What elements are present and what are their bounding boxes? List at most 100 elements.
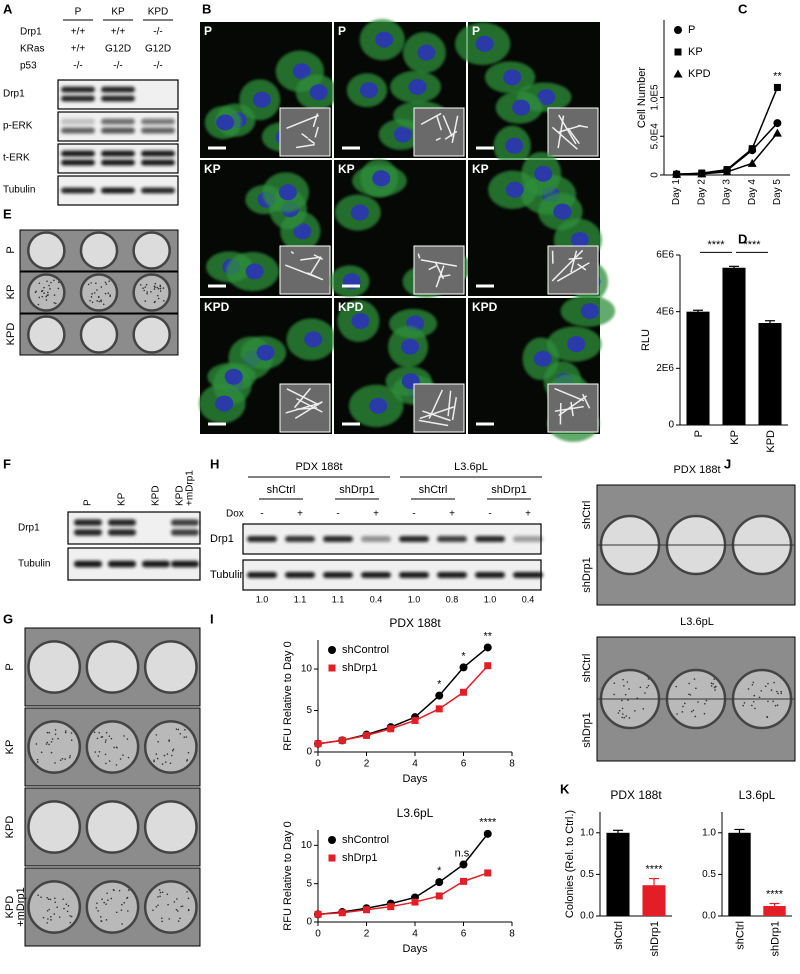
marker: [773, 83, 781, 91]
column-label: KP: [117, 492, 128, 506]
colony: [186, 891, 188, 893]
colony: [46, 741, 49, 744]
cell-nucleus: [475, 35, 494, 52]
bar: [686, 311, 710, 425]
band-label: Tubulin: [18, 559, 50, 570]
colony: [156, 286, 158, 289]
y-tick-label: 0: [668, 420, 674, 431]
column-label: KP: [111, 7, 125, 18]
colony: [770, 689, 773, 691]
blot-band: [108, 560, 136, 568]
colony: [49, 288, 51, 290]
colony: [50, 919, 52, 921]
blot-band: [142, 560, 170, 568]
marker: [338, 736, 346, 744]
colony: [621, 699, 623, 702]
colony: [50, 281, 52, 284]
blot-band: [61, 86, 95, 93]
dox-sign: -: [488, 509, 491, 520]
colony: [62, 898, 65, 900]
series-line: [317, 833, 489, 916]
inset: [547, 245, 599, 295]
colony: [118, 889, 121, 892]
colony: [154, 282, 157, 285]
quantification: 1.1: [294, 594, 307, 604]
cell-nucleus: [537, 89, 556, 106]
colony: [40, 751, 43, 754]
colony: [115, 764, 118, 766]
column-label: KPD: [175, 485, 186, 506]
colony: [703, 702, 706, 705]
column-label: KPD: [151, 485, 162, 506]
inset-mito: [307, 138, 316, 145]
colony: [54, 762, 56, 764]
y-axis-label: RFU Relative to Day 0: [282, 641, 294, 750]
inset-mito: [551, 249, 584, 282]
x-tick-label: shCtrl: [613, 921, 625, 950]
blot-band: [361, 536, 391, 542]
colony: [49, 898, 52, 901]
row-label: KP: [5, 285, 17, 300]
colony: [36, 758, 39, 761]
micrograph-label: KP: [472, 162, 489, 176]
colony: [146, 292, 148, 295]
colony: [98, 296, 100, 298]
marker: [459, 860, 468, 869]
inset-mito: [418, 419, 449, 427]
colony: [46, 896, 49, 899]
colony: [617, 712, 620, 714]
colony: [119, 758, 122, 760]
colony: [41, 295, 44, 298]
inset-mito: [285, 401, 322, 414]
x-tick-label: 2: [364, 759, 370, 770]
row-label: KPD: [5, 323, 17, 346]
colony: [713, 686, 716, 689]
marker: [722, 167, 732, 176]
colony: [167, 903, 169, 906]
colony: [187, 897, 190, 900]
cell-nucleus: [372, 170, 391, 187]
annotation: **: [483, 630, 492, 642]
y-tick-label: 4E6: [656, 306, 674, 317]
series-line: [317, 665, 489, 745]
x-tick-label: 8: [509, 759, 515, 770]
x-tick-label: 6: [461, 759, 467, 770]
micrograph-label: KPD: [472, 300, 498, 314]
colony: [747, 688, 750, 690]
quantification: 1.0: [256, 594, 269, 604]
blot-band: [101, 150, 135, 157]
inset-mito: [313, 254, 324, 261]
colony: [159, 287, 162, 290]
cell-nucleus: [256, 344, 275, 361]
blot-band: [108, 529, 136, 536]
blot-band: [171, 519, 199, 526]
colony: [767, 682, 769, 685]
blot-band: [141, 187, 175, 194]
marker: [773, 119, 782, 128]
marker: [435, 878, 444, 887]
inset-mito: [422, 410, 451, 422]
marker: [411, 716, 419, 724]
colony: [40, 290, 43, 293]
x-tick-label: 4: [412, 759, 418, 770]
colony: [187, 751, 190, 754]
blot-band: [323, 536, 353, 542]
row-label: shCtrl: [581, 501, 593, 530]
allele-label: -/-: [73, 61, 82, 72]
y-tick-label: 10: [301, 664, 313, 675]
colony: [48, 743, 50, 746]
y-tick-label: 1.0: [580, 827, 594, 838]
quantification: 0.8: [446, 594, 459, 604]
colony: [107, 292, 110, 294]
colony: [161, 920, 163, 923]
colony: [161, 917, 163, 920]
colony: [146, 291, 148, 293]
colony: [676, 713, 678, 715]
colony: [35, 743, 38, 745]
colony: [626, 681, 629, 683]
blot-band: [101, 86, 135, 93]
colony: [127, 910, 129, 912]
colony: [647, 684, 650, 687]
colony: [59, 759, 62, 761]
colony: [165, 761, 167, 763]
